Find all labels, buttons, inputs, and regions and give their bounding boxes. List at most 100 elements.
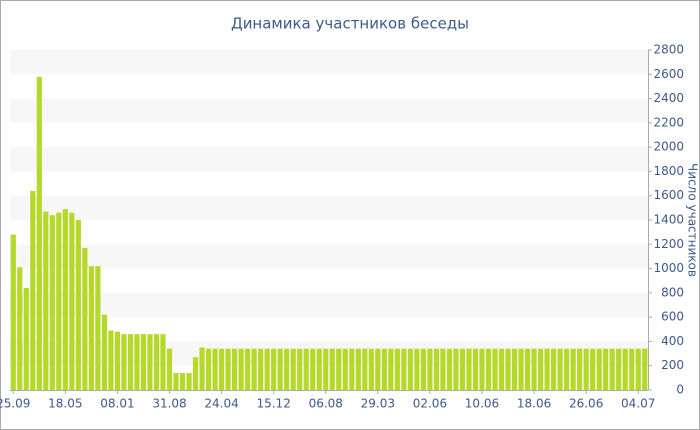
bar: [310, 348, 316, 390]
bar: [368, 348, 374, 390]
bar: [277, 348, 283, 390]
bar: [82, 247, 88, 390]
bar: [127, 334, 134, 390]
x-tick-label: 29.03: [361, 397, 395, 411]
grid-band: [10, 195, 648, 220]
x-tick-label: 15.12: [256, 397, 290, 411]
y-tick-label: 1200: [653, 237, 684, 251]
grid-band: [10, 292, 648, 318]
bar: [271, 348, 277, 390]
bar: [88, 266, 94, 390]
bar: [622, 348, 628, 390]
bar: [166, 348, 173, 390]
bar: [446, 348, 453, 390]
y-tick-label: 1000: [653, 261, 684, 275]
bar: [43, 211, 49, 390]
bar: [192, 357, 199, 390]
bar: [407, 348, 413, 390]
x-tick-label: 08.01: [100, 397, 134, 411]
y-axis-label: Число участников: [686, 163, 700, 277]
bar: [498, 348, 505, 390]
x-tick-label: 18.05: [48, 397, 82, 411]
x-tick-label: 02.06: [413, 397, 447, 411]
bar: [531, 348, 537, 390]
y-tick-label: 1600: [653, 188, 684, 202]
x-tick-label: 26.06: [569, 397, 603, 411]
bar: [30, 190, 36, 390]
bar: [153, 334, 160, 390]
bar: [401, 348, 407, 390]
x-tick-label: 25.09: [0, 397, 30, 411]
bar: [394, 348, 400, 390]
x-tick-label: 06.08: [309, 397, 343, 411]
bar: [570, 348, 576, 390]
bar: [10, 234, 16, 390]
bar: [245, 348, 251, 390]
bar: [218, 348, 225, 390]
x-tick-label: 10.06: [465, 397, 499, 411]
bar: [524, 348, 531, 390]
bar: [557, 348, 563, 390]
bar: [101, 314, 108, 390]
bar: [238, 348, 244, 390]
y-tick-label: 1400: [653, 213, 684, 227]
bar: [186, 373, 192, 390]
bar: [564, 348, 570, 390]
bar: [212, 348, 218, 390]
bar: [629, 348, 635, 390]
y-tick-label: 2400: [653, 91, 684, 105]
bar: [466, 348, 472, 390]
bar: [420, 348, 427, 390]
bar: [69, 212, 75, 390]
bar: [414, 348, 420, 390]
y-tick-label: 200: [661, 358, 684, 372]
bar: [336, 348, 342, 390]
y-tick-label: 600: [661, 310, 684, 324]
bar: [635, 348, 641, 390]
bar: [316, 348, 322, 390]
bar: [179, 373, 186, 390]
bar: [108, 330, 114, 390]
grid-band: [10, 244, 648, 269]
bar: [550, 348, 557, 390]
bar: [362, 348, 368, 390]
bar: [323, 348, 329, 390]
bar: [453, 348, 459, 390]
bar: [511, 348, 518, 390]
bar: [433, 348, 440, 390]
x-tick-label: 04.07: [621, 397, 655, 411]
bar: [17, 267, 23, 390]
bar: [596, 348, 602, 390]
bar: [537, 348, 544, 390]
bar: [134, 334, 140, 390]
bar: [264, 348, 270, 390]
bar: [173, 373, 179, 390]
bar: [427, 348, 433, 390]
y-tick-label: 2600: [653, 67, 684, 81]
bar: [603, 348, 609, 390]
bar: [75, 220, 81, 390]
bar: [583, 348, 589, 390]
bar: [231, 348, 238, 390]
x-tick-label: 24.04: [204, 397, 238, 411]
x-tick-label: 31.08: [152, 397, 186, 411]
bar: [199, 347, 205, 390]
bar: [440, 348, 446, 390]
bar: [616, 348, 622, 390]
bar: [609, 348, 615, 390]
y-tick-label: 2200: [653, 115, 684, 129]
bar: [472, 348, 479, 390]
bar: [160, 334, 166, 390]
bar: [590, 348, 596, 390]
bar: [121, 334, 127, 390]
y-tick-label: 2000: [653, 140, 684, 154]
y-tick-label: 800: [661, 285, 684, 299]
x-tick-label: 18.06: [517, 397, 551, 411]
bar: [284, 348, 290, 390]
grid-band: [10, 147, 648, 172]
bar: [381, 348, 387, 390]
bar: [505, 348, 511, 390]
bar: [459, 348, 466, 390]
grid-band: [10, 98, 648, 123]
